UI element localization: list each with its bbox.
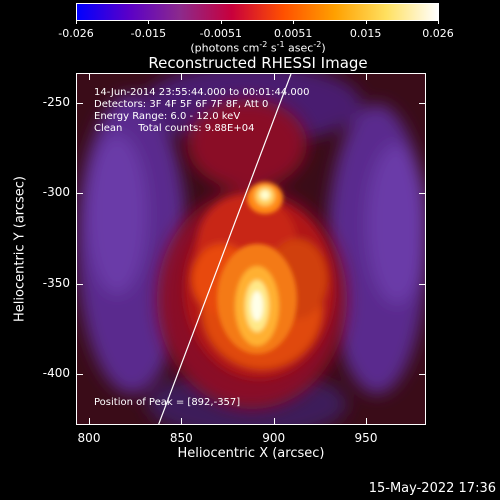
x-tick-top <box>181 74 183 80</box>
y-tick <box>77 103 83 104</box>
y-tick-label: -400 <box>42 366 70 380</box>
info-method-counts: Clean Total counts: 9.88E+04 <box>94 123 255 134</box>
colorbar-tick-label: -0.026 <box>58 27 94 40</box>
colorbar-tick-label: 0.0051 <box>273 27 313 40</box>
info-detectors: Detectors: 3F 4F 5F 6F 7F 8F, Att 0 <box>94 99 269 110</box>
x-tick-top <box>366 74 367 80</box>
colorbar-tick <box>76 20 77 24</box>
y-tick-right <box>419 374 425 375</box>
plot-title: Reconstructed RHESSI Image <box>148 54 368 72</box>
y-tick-right <box>419 193 425 195</box>
info-time-range: 14-Jun-2014 23:55:44.000 to 00:01:44.000 <box>94 87 310 98</box>
colorbar-tick-label: 0.015 <box>349 27 382 40</box>
y-tick-right <box>419 283 425 285</box>
x-tick <box>273 418 275 424</box>
colorbar-tick-label: -0.0051 <box>199 27 243 40</box>
y-tick-right <box>419 103 425 104</box>
x-tick-label: 800 <box>77 431 101 445</box>
colorbar-units: (photons cm-2 s-1 asec-2) <box>190 40 326 55</box>
x-tick <box>181 418 183 424</box>
y-tick-label: -300 <box>42 185 70 200</box>
image-plot: 14-Jun-2014 23:55:44.000 to 00:01:44.000… <box>76 73 426 425</box>
colorbar <box>76 3 439 21</box>
x-tick-label: 950 <box>354 431 378 445</box>
rhessi-image <box>77 74 425 424</box>
colorbar-tick <box>438 20 439 24</box>
colorbar-tick-label: -0.015 <box>130 27 167 40</box>
colorbar-tick <box>148 20 150 24</box>
info-energy-range: Energy Range: 6.0 - 12.0 keV <box>94 111 241 122</box>
colorbar-tick <box>293 20 295 24</box>
y-tick <box>77 193 83 195</box>
x-tick-top <box>89 74 90 80</box>
x-axis-title: Heliocentric X (arcsec) <box>177 446 325 461</box>
x-tick <box>366 418 367 424</box>
y-tick-label: -250 <box>42 95 70 109</box>
peak-position: Position of Peak = [892,-357] <box>94 397 241 408</box>
x-tick-top <box>273 74 275 80</box>
y-axis-title: Heliocentric Y (arcsec) <box>12 176 28 322</box>
timestamp: 15-May-2022 17:36 <box>368 481 496 496</box>
y-tick <box>77 374 83 375</box>
colorbar-tick <box>220 20 222 24</box>
x-tick-label: 900 <box>262 431 286 445</box>
y-tick-label: -350 <box>42 275 70 290</box>
x-tick <box>89 418 90 424</box>
x-tick-label: 850 <box>169 431 193 445</box>
colorbar-tick-label: 0.026 <box>422 27 454 40</box>
y-tick <box>77 283 83 285</box>
colorbar-tick <box>365 20 367 24</box>
